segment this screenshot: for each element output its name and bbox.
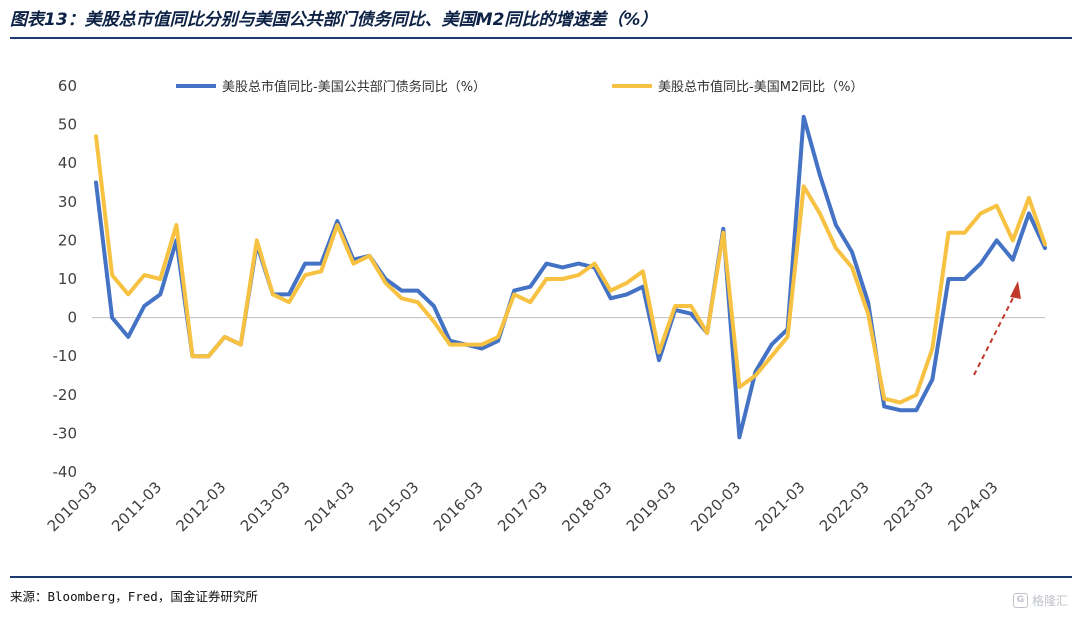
- x-tick-label: 2017-03: [494, 478, 551, 535]
- x-tick-label: 2011-03: [108, 478, 165, 535]
- x-axis: 2010-03 2011-03 2012-03 2013-03 2014-03 2015-…: [44, 317, 1045, 535]
- y-tick-label: 20: [58, 231, 77, 249]
- x-tick-label: 2010-03: [44, 478, 101, 535]
- y-tick-label: 30: [58, 193, 77, 211]
- y-axis: 60 50 40 30 20 10 0 -10 -20 -30 -40: [53, 77, 78, 481]
- source-note: 来源：Bloomberg，Fred，国金证券研究所: [10, 589, 258, 604]
- chart-title: 图表13：美股总市值同比分别与美国公共部门债务同比、美国M2同比的增速差（%）: [10, 10, 658, 30]
- x-tick-label: 2021-03: [752, 478, 809, 535]
- y-tick-label: 0: [67, 309, 77, 327]
- y-tick-label: 50: [58, 116, 77, 134]
- legend-label-1: 美股总市值同比-美国公共部门债务同比（%）: [222, 79, 486, 95]
- y-tick-label: -30: [53, 424, 78, 442]
- y-tick-label: 40: [58, 154, 77, 172]
- y-tick-label: -20: [53, 386, 78, 404]
- line-chart: 60 50 40 30 20 10 0 -10 -20 -30 -40 2010-03 2011-03…: [44, 77, 1047, 535]
- x-tick-label: 2015-03: [365, 478, 422, 535]
- x-tick-label: 2012-03: [172, 478, 229, 535]
- y-tick-label: 10: [58, 270, 77, 288]
- watermark-logo-icon: G: [1012, 593, 1028, 608]
- x-tick-label: 2013-03: [237, 478, 294, 535]
- x-tick-label: 2024-03: [945, 478, 1002, 535]
- title-divider: [10, 37, 1072, 39]
- x-tick-label: 2016-03: [430, 478, 487, 535]
- y-tick-label: 60: [58, 77, 77, 95]
- legend-label-2: 美股总市值同比-美国M2同比（%）: [658, 79, 864, 95]
- series-line-2: [94, 134, 1047, 405]
- watermark-text: 格隆汇: [1031, 594, 1068, 608]
- x-tick-label: 2014-03: [301, 478, 358, 535]
- y-tick-label: -10: [53, 347, 78, 365]
- y-tick-label: -40: [53, 463, 78, 481]
- x-tick-label: 2019-03: [623, 478, 680, 535]
- arrow-head-icon: [1010, 281, 1021, 299]
- series-lines: [94, 114, 1047, 440]
- arrow-shaft: [973, 293, 1016, 376]
- legend: 美股总市值同比-美国公共部门债务同比（%） 美股总市值同比-美国M2同比（%）: [176, 79, 864, 95]
- x-tick-label: 2018-03: [558, 478, 615, 535]
- x-tick-label: 2020-03: [687, 478, 744, 535]
- footer-divider: [10, 576, 1072, 578]
- x-tick-label: 2023-03: [880, 478, 937, 535]
- x-tick-label: 2022-03: [816, 478, 873, 535]
- trend-annotation: [973, 281, 1021, 376]
- watermark: G 格隆汇: [1012, 592, 1068, 609]
